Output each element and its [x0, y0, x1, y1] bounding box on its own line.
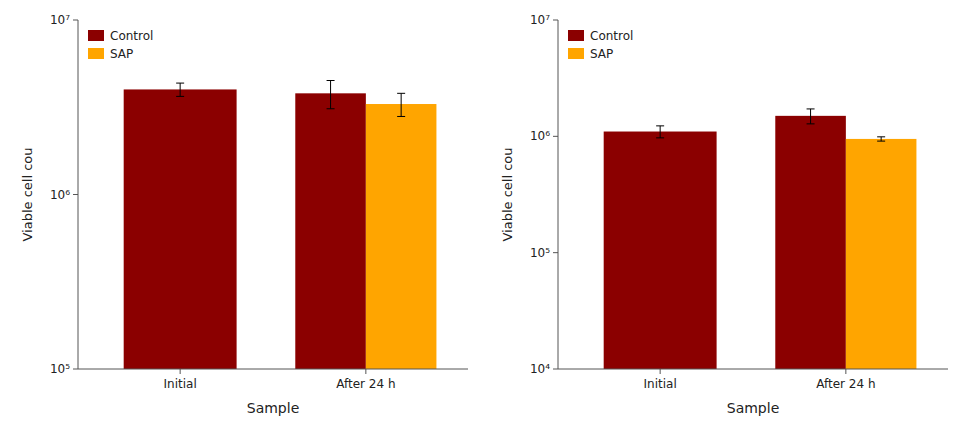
y-tick: [553, 136, 558, 137]
marks: [604, 109, 917, 369]
x-axis: [558, 369, 948, 370]
x-tick: [660, 369, 661, 374]
y-tick-label: 10⁷: [530, 13, 550, 27]
legend-swatch: [568, 30, 584, 41]
y-axis: [78, 20, 79, 369]
error-cap: [397, 116, 405, 117]
y-tick-label: 10⁴: [530, 362, 550, 376]
y-tick: [73, 369, 78, 370]
y-label: Viable cell cou: [20, 147, 35, 241]
error-line: [881, 137, 882, 141]
error-bar: [397, 93, 405, 116]
y-tick: [73, 20, 78, 21]
error-bar: [327, 81, 335, 109]
bar: [366, 104, 437, 369]
bar: [604, 132, 717, 369]
legend-swatch: [88, 48, 104, 59]
bar: [846, 139, 917, 369]
legend-label: Control: [590, 29, 633, 43]
y-tick: [553, 369, 558, 370]
x-tick-label: Initial: [644, 377, 677, 391]
error-cap: [807, 108, 815, 109]
y-tick: [553, 252, 558, 253]
y-axis: [558, 20, 559, 369]
panel: 10⁴ 10⁵ 10⁶ 10⁷ Initial After 24 h Sample Viabl…: [500, 13, 948, 416]
legend-swatch: [568, 48, 584, 59]
error-cap: [176, 96, 184, 97]
error-bar: [656, 126, 664, 138]
error-cap: [877, 141, 885, 142]
x-tick-label: Initial: [164, 377, 197, 391]
x-label: Sample: [247, 400, 300, 416]
legend: Control SAP: [568, 29, 633, 61]
legend-swatch: [88, 30, 104, 41]
y-tick-label: 10⁷: [50, 13, 70, 27]
error-cap: [327, 108, 335, 109]
error-cap: [397, 93, 405, 94]
panel: 10⁵ 10⁶ 10⁷ Initial After 24 h Sample Viable c…: [20, 13, 468, 416]
error-cap: [656, 137, 664, 138]
legend-label: SAP: [590, 47, 613, 61]
error-cap: [807, 123, 815, 124]
x-tick-label: After 24 h: [816, 377, 875, 391]
legend: Control SAP: [88, 29, 153, 61]
error-line: [810, 109, 811, 124]
x-tick: [845, 369, 846, 374]
error-line: [401, 93, 402, 116]
bar: [295, 93, 366, 369]
x-tick: [365, 369, 366, 374]
legend-label: Control: [110, 29, 153, 43]
y-tick: [73, 194, 78, 195]
marks: [124, 81, 437, 369]
bar: [775, 116, 846, 369]
bar: [124, 89, 237, 369]
y-tick-label: 10⁶: [50, 188, 70, 202]
error-bar: [807, 109, 815, 124]
y-tick-label: 10⁵: [50, 362, 70, 376]
error-bar: [877, 137, 885, 141]
error-line: [180, 83, 181, 96]
error-bar: [176, 83, 184, 96]
y-tick: [553, 20, 558, 21]
y-tick-label: 10⁵: [530, 246, 550, 260]
legend-label: SAP: [110, 47, 133, 61]
y-label: Viable cell cou: [500, 147, 515, 241]
x-label: Sample: [727, 400, 780, 416]
error-line: [330, 81, 331, 109]
error-cap: [656, 125, 664, 126]
figure: 10⁵ 10⁶ 10⁷ Initial After 24 h Sample Viable c…: [0, 0, 967, 437]
error-cap: [877, 136, 885, 137]
y-tick-label: 10⁶: [530, 129, 550, 143]
x-axis: [78, 369, 468, 370]
error-line: [660, 126, 661, 138]
error-cap: [327, 80, 335, 81]
error-cap: [176, 83, 184, 84]
x-tick-label: After 24 h: [336, 377, 395, 391]
x-tick: [180, 369, 181, 374]
